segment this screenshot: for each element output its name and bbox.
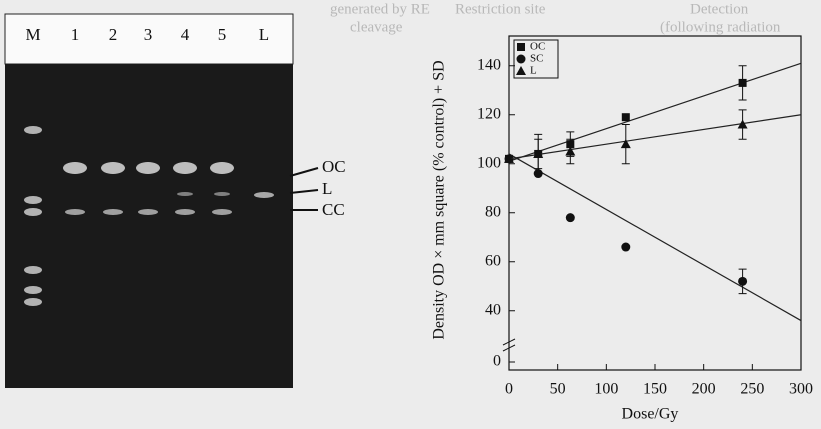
lane-label: 2 [109,25,118,44]
band [254,192,274,198]
band [24,298,42,306]
x-tick-label: 150 [643,381,667,398]
x-tick-label: 100 [594,381,618,398]
x-tick-label: 50 [550,381,566,398]
y-tick-label: 60 [485,252,501,269]
band [103,209,123,215]
band [65,209,85,215]
band-label: CC [322,200,345,219]
y-tick-label: 100 [477,154,501,171]
lane-label: L [259,25,269,44]
band [214,192,230,196]
x-tick-label: 300 [789,381,813,398]
ghost-text: (following radiation [660,19,781,35]
legend-label: L [530,65,537,77]
point [566,213,575,222]
band [175,209,195,215]
legend-marker [517,43,525,51]
y-tick-label: 40 [485,301,501,318]
point [621,243,630,252]
ghost-text: cleavage [350,19,403,35]
lane-label: 4 [181,25,190,44]
y-tick-label: 140 [477,56,501,73]
ghost-text: generated by RE [330,1,430,17]
band [212,209,232,215]
ghost-text: Restriction site [455,1,546,17]
band [177,192,193,196]
band [173,162,197,174]
point [739,79,747,87]
band [24,196,42,204]
band [101,162,125,174]
y-tick-label: 120 [477,105,501,122]
band [210,162,234,174]
y-axis-label: Density OD × mm square (% control) + SD [431,60,448,339]
band-label: L [322,179,332,198]
point [622,113,630,121]
figure: generated by RE cleavage Restriction sit… [0,0,821,429]
lane-label: 1 [71,25,80,44]
point [738,277,747,286]
band [138,209,158,215]
lane-label: 5 [218,25,227,44]
y-tick-label: 80 [485,203,501,220]
y-tick-label: 0 [493,353,501,370]
gel-image [5,64,293,388]
x-axis-label: Dose/Gy [622,406,679,423]
lane-label: 3 [144,25,153,44]
band-label: OC [322,157,346,176]
legend-marker [517,55,526,64]
x-tick-label: 0 [505,381,513,398]
ghost-text: Detection [690,1,749,17]
legend-label: OC [530,41,545,53]
band [63,162,87,174]
x-tick-label: 200 [692,381,716,398]
band [24,126,42,134]
legend-label: SC [530,53,543,65]
band [136,162,160,174]
band [24,266,42,274]
band [24,208,42,216]
lane-label: M [25,25,40,44]
x-tick-label: 250 [740,381,764,398]
band [24,286,42,294]
point [534,169,543,178]
